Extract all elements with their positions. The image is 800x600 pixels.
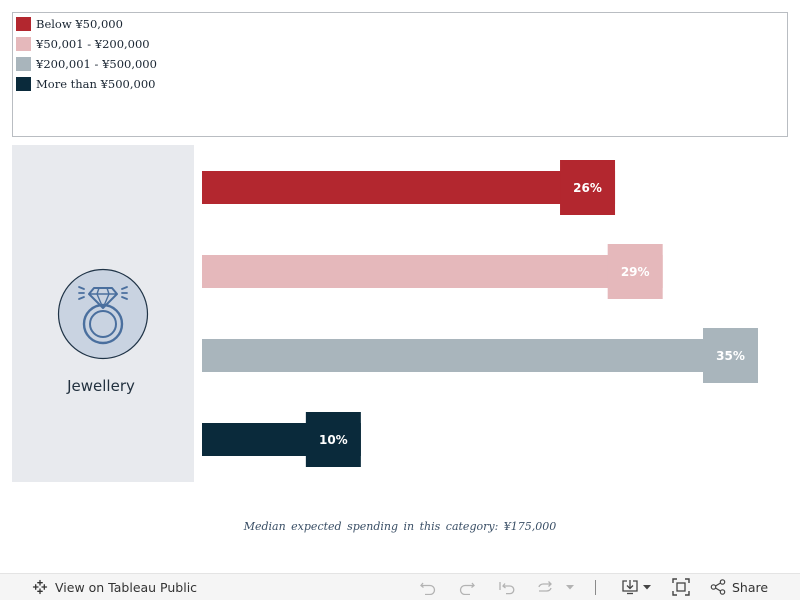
legend-label: Below ¥50,000 (36, 17, 123, 31)
redo-button[interactable] (458, 578, 476, 596)
bar-end-marker-4[interactable] (305, 412, 361, 467)
tableau-toolbar: View on Tableau Public (0, 573, 800, 600)
legend-item-more-than-500000[interactable]: More than ¥500,000 (16, 76, 155, 92)
legend-label: ¥200,001 - ¥500,000 (36, 57, 157, 71)
legend: Below ¥50,000 ¥50,001 - ¥200,000 ¥200,00… (12, 12, 788, 137)
category-label: Jewellery (67, 377, 135, 395)
view-on-tableau-public-label: View on Tableau Public (55, 579, 198, 595)
share-icon (710, 579, 726, 595)
view-on-tableau-public-link[interactable]: View on Tableau Public (32, 579, 197, 595)
legend-label: More than ¥500,000 (36, 77, 156, 91)
share-label: Share (732, 579, 769, 595)
chevron-down-icon (566, 585, 574, 590)
download-icon (622, 580, 638, 595)
legend-swatch (16, 77, 31, 91)
revert-button[interactable] (498, 578, 516, 596)
legend-label: ¥50,001 - ¥200,000 (36, 37, 150, 51)
toolbar-divider (595, 580, 596, 595)
undo-icon (420, 582, 436, 595)
bar-1[interactable] (202, 171, 616, 204)
data-label-1: 26% (573, 181, 602, 195)
chevron-down-icon (643, 585, 651, 590)
refresh-dropdown-button[interactable] (565, 578, 575, 596)
data-label-2: 29% (621, 265, 650, 279)
bar-end-marker-1[interactable] (560, 160, 616, 215)
median-note: Median expected spending in this categor… (243, 520, 557, 533)
bar-end-marker-2[interactable] (607, 244, 663, 299)
legend-swatch (16, 57, 31, 71)
category-panel: Jewellery (12, 145, 194, 482)
bar-2[interactable] (202, 255, 663, 288)
bar-4[interactable] (202, 423, 361, 456)
ring-icon (57, 268, 149, 360)
fullscreen-button[interactable] (672, 578, 690, 596)
undo-button[interactable] (419, 578, 437, 596)
redo-icon (459, 582, 475, 595)
refresh-button[interactable] (536, 578, 554, 596)
legend-item-50001-200000[interactable]: ¥50,001 - ¥200,000 (16, 36, 150, 52)
legend-item-200001-500000[interactable]: ¥200,001 - ¥500,000 (16, 56, 157, 72)
legend-item-below-50000[interactable]: Below ¥50,000 (16, 16, 123, 32)
revert-icon (499, 582, 515, 595)
fullscreen-icon (672, 578, 690, 596)
download-button[interactable] (621, 578, 652, 596)
bar-3[interactable] (202, 339, 758, 372)
share-button[interactable]: Share (710, 578, 768, 596)
legend-swatch (16, 17, 31, 31)
refresh-icon (538, 581, 552, 592)
tableau-logo-icon (32, 579, 48, 595)
bar-end-marker-3[interactable] (703, 328, 758, 383)
data-label-4: 10% (319, 433, 348, 447)
data-label-3: 35% (716, 349, 745, 363)
legend-swatch (16, 37, 31, 51)
